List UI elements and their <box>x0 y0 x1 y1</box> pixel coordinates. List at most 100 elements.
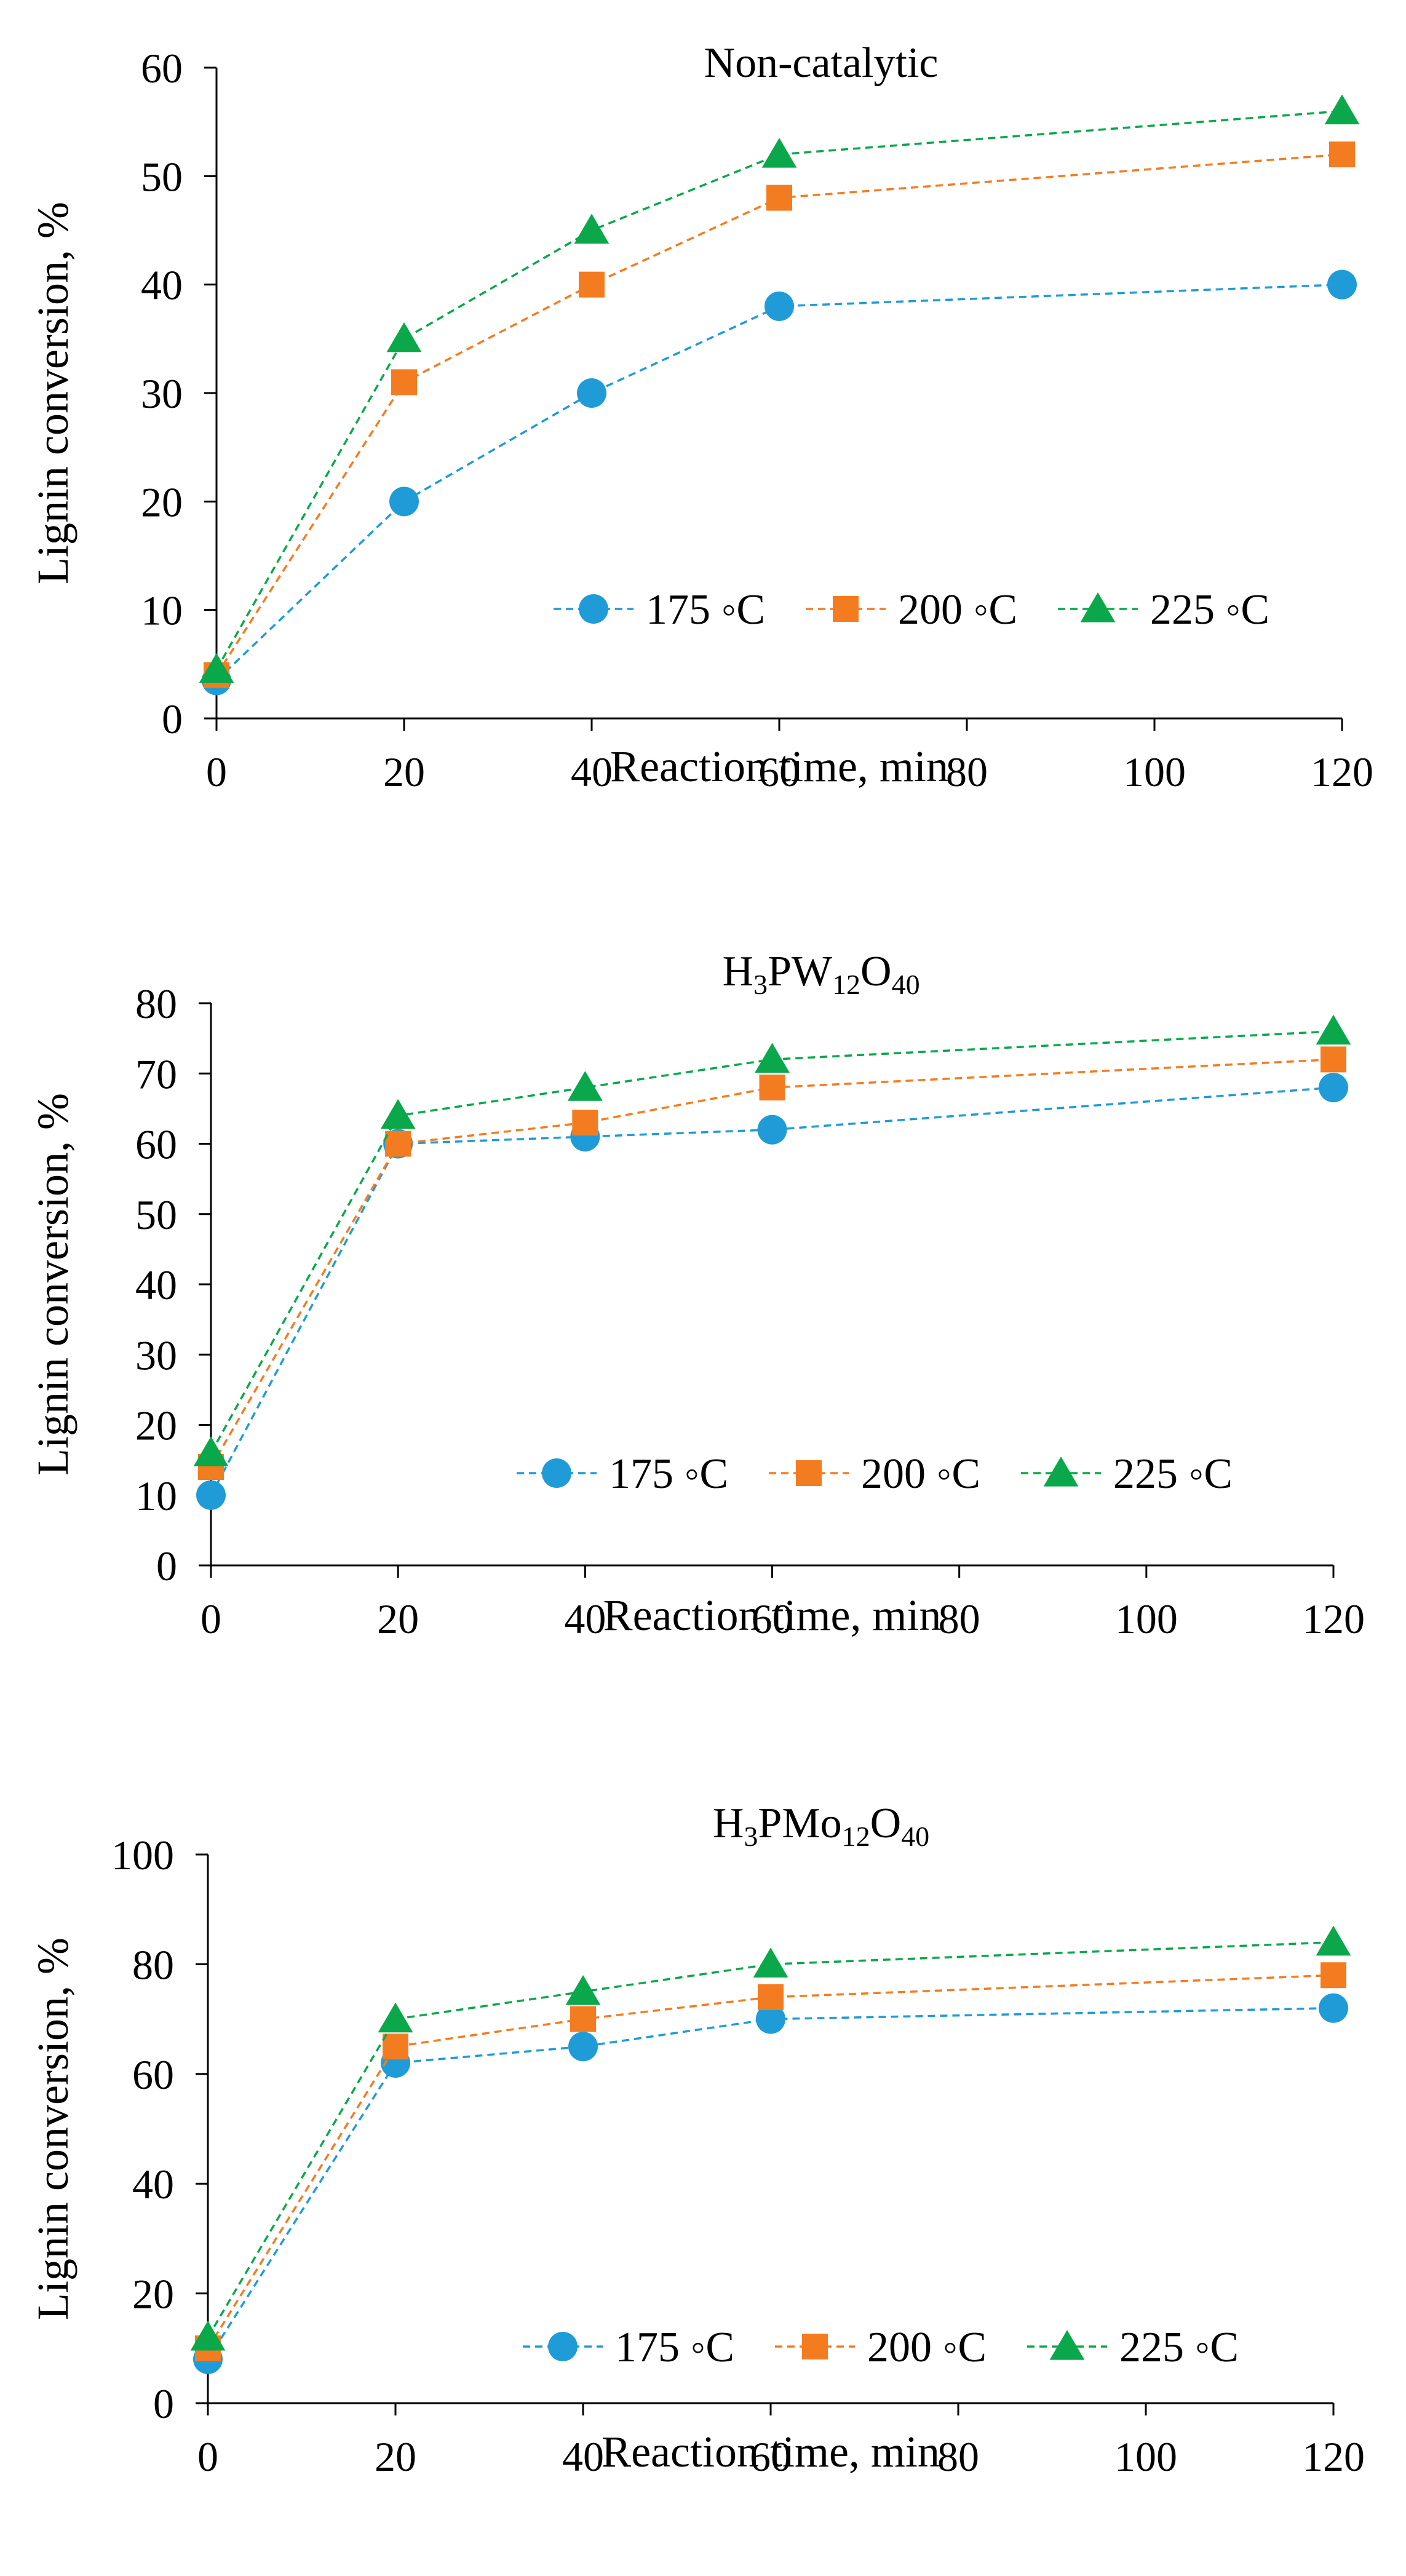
x-tick-label: 60 <box>752 1596 793 1642</box>
legend: 175 ◦C 200 ◦C 225 ◦C <box>523 2324 1239 2371</box>
data-point <box>386 322 422 352</box>
x-tick-label: 100 <box>1115 1596 1178 1642</box>
chart-title-subscript: 12 <box>832 969 860 1000</box>
data-point <box>756 2004 785 2034</box>
y-tick-label: 0 <box>153 2380 174 2427</box>
series-triangle <box>190 1925 1351 2351</box>
chart-title: H3PMo12O40 <box>713 1800 929 1852</box>
x-tick-label: 80 <box>939 1596 980 1642</box>
series-line <box>215 283 1343 682</box>
x-tick-label: 0 <box>201 1596 221 1642</box>
x-tick-label: 20 <box>375 2433 416 2480</box>
y-tick-label: 60 <box>132 2051 174 2098</box>
legend-marker <box>1043 1457 1079 1487</box>
data-point <box>378 2002 413 2033</box>
chart-title-subscript: 12 <box>842 1821 870 1852</box>
data-point <box>1316 1014 1351 1045</box>
data-point <box>570 2006 596 2032</box>
y-tick-label: 70 <box>135 1051 177 1097</box>
x-tick-label: 100 <box>1123 749 1186 795</box>
y-tick-label: 20 <box>135 1402 177 1449</box>
chart-title-subscript: 3 <box>744 1821 758 1852</box>
data-point <box>1316 1925 1351 1956</box>
x-tick-label: 120 <box>1311 749 1373 795</box>
chart-title: Non-catalytic <box>704 39 939 87</box>
legend: 175 ◦C 200 ◦C 225 ◦C <box>554 586 1269 634</box>
data-point <box>380 1099 416 1129</box>
legend-label: 225 ◦C <box>1150 586 1269 634</box>
legend: 175 ◦C 200 ◦C 225 ◦C <box>517 1450 1233 1498</box>
legend-marker <box>579 594 608 624</box>
data-point <box>391 369 417 396</box>
series-line <box>207 2007 1334 2360</box>
data-point <box>568 2032 598 2062</box>
x-tick-label: 60 <box>758 749 800 795</box>
data-point <box>190 2320 226 2351</box>
legend-label: 225 ◦C <box>1119 2324 1239 2371</box>
chart-title: H3PW12O40 <box>722 948 919 1000</box>
data-point <box>567 1071 603 1101</box>
x-axis-title: Reaction time, min <box>602 2427 940 2476</box>
chart-title-part: O <box>870 1800 902 1847</box>
chart-title-part: PMo <box>758 1800 841 1847</box>
data-point <box>1327 269 1357 300</box>
chart-title-part: PW <box>768 948 832 995</box>
x-tick-label: 80 <box>946 749 988 795</box>
legend-label: 225 ◦C <box>1113 1450 1233 1498</box>
data-point <box>1324 94 1360 125</box>
chart-title-part: H <box>713 1800 744 1847</box>
legend-marker <box>548 2332 578 2361</box>
y-tick-label: 30 <box>141 370 183 417</box>
x-tick-label: 40 <box>571 749 613 795</box>
data-point <box>765 291 794 321</box>
data-point <box>565 1975 601 2005</box>
y-tick-label: 100 <box>111 1832 174 1878</box>
y-tick-label: 50 <box>135 1191 177 1238</box>
series-line <box>210 1030 1334 1454</box>
data-point <box>1329 141 1355 168</box>
series-circle <box>196 1073 1348 1510</box>
y-tick-label: 80 <box>135 980 177 1027</box>
legend-marker <box>1049 2330 1085 2360</box>
series-square <box>198 1046 1346 1481</box>
data-point <box>761 138 797 168</box>
chart-title-part: H <box>722 948 753 995</box>
x-tick-label: 0 <box>206 749 227 795</box>
x-tick-label: 120 <box>1302 1596 1365 1642</box>
chart-title-subscript: 3 <box>753 969 768 1000</box>
x-tick-label: 80 <box>937 2433 979 2480</box>
y-tick-label: 80 <box>132 1941 174 1988</box>
legend-label: 200 ◦C <box>867 2324 987 2371</box>
legend-marker <box>833 596 859 622</box>
legend-label: 175 ◦C <box>615 2324 734 2371</box>
data-point <box>766 185 792 211</box>
x-tick-label: 120 <box>1302 2433 1365 2480</box>
data-point <box>1319 1993 1348 2023</box>
chart-title-part: Non-catalytic <box>704 39 939 87</box>
data-point <box>759 1075 785 1101</box>
chart-panel-1: 0 10 20 30 40 50 60 0 20 40 60 80 100 120 Reaction tim… <box>28 39 1373 795</box>
y-axis-title: Lignin conversion, % <box>28 202 77 584</box>
data-point <box>193 1436 229 1466</box>
data-point <box>572 1110 598 1136</box>
chart-title-part: O <box>860 948 892 995</box>
y-tick-label: 60 <box>141 45 183 92</box>
x-tick-label: 0 <box>197 2433 218 2480</box>
y-tick-label: 20 <box>141 479 183 525</box>
x-tick-label: 20 <box>377 1596 419 1642</box>
y-tick-label: 0 <box>162 696 183 742</box>
data-point <box>577 378 606 408</box>
series-triangle <box>193 1014 1351 1466</box>
series-line <box>210 1058 1334 1468</box>
x-tick-label: 20 <box>383 749 425 795</box>
x-tick-label: 40 <box>564 1596 606 1642</box>
x-tick-label: 60 <box>750 2433 792 2480</box>
chart-panel-3: 0 20 40 60 80 100 0 20 40 60 80 100 120 Reaction time… <box>28 1800 1365 2480</box>
legend-marker <box>542 1458 571 1488</box>
data-point <box>196 1480 226 1510</box>
y-tick-label: 40 <box>135 1262 177 1308</box>
data-point <box>385 1131 411 1157</box>
legend-marker <box>796 1460 822 1486</box>
data-point <box>1319 1073 1348 1103</box>
y-axis-title: Lignin conversion, % <box>28 1093 77 1476</box>
